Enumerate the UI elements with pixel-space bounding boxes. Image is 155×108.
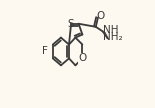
Text: NH₂: NH₂ [103,32,123,42]
Text: O: O [96,11,104,21]
Text: F: F [42,46,48,56]
Text: NH: NH [103,25,119,35]
Text: S: S [68,19,74,29]
Text: O: O [78,53,86,63]
